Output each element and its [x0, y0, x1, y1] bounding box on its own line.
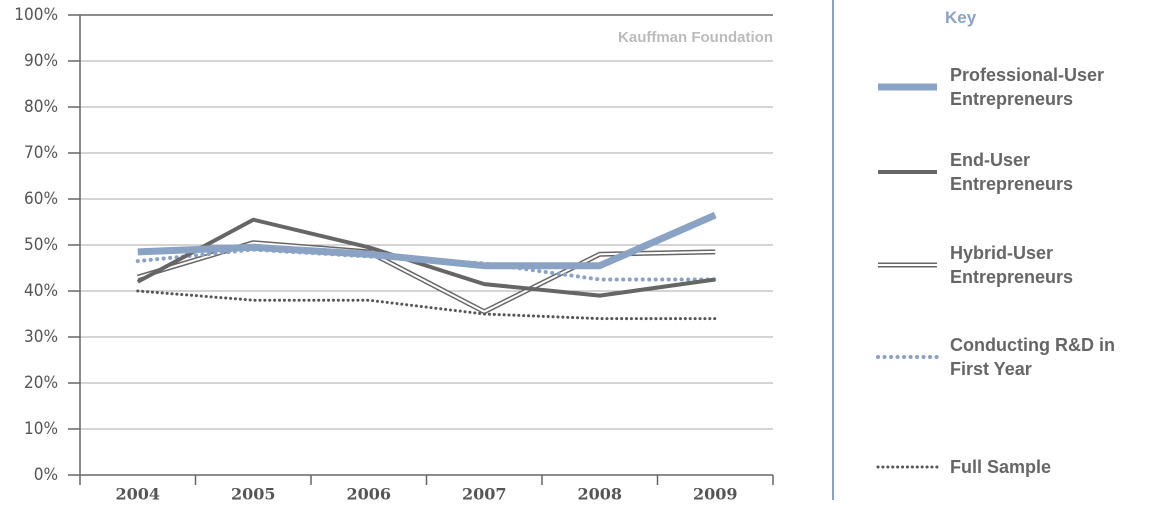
y-tick-label: 70% [24, 143, 58, 163]
legend-label: Professional-User Entrepreneurs [950, 65, 1105, 109]
legend-item: End-User Entrepreneurs [870, 135, 1165, 209]
y-tick-label: 40% [24, 281, 58, 301]
series-line [136, 217, 716, 298]
legend-label: Conducting R&D in First Year [950, 335, 1115, 379]
y-tick-label: 10% [24, 419, 58, 439]
legend-swatch [878, 170, 937, 174]
legend-item: Hybrid-User Entrepreneurs [870, 228, 1165, 302]
y-tick-label: 60% [24, 189, 58, 209]
x-tick-label: 2006 [346, 485, 391, 504]
annotation: Kauffman Foundation [618, 29, 773, 46]
legend-swatch [876, 465, 939, 469]
y-tick-label: 0% [34, 465, 58, 485]
legend-swatch [878, 83, 937, 91]
series-line [137, 211, 717, 270]
series-line [136, 289, 717, 321]
legend-item: Professional-User Entrepreneurs [870, 50, 1165, 124]
y-tick-label: 80% [24, 97, 58, 117]
legend-item: Full Sample [870, 430, 1165, 504]
y-tick-label: 30% [24, 327, 58, 347]
y-tick-label: 20% [24, 373, 58, 393]
legend-item: Conducting R&D in First Year [870, 320, 1165, 394]
y-tick-label: 50% [24, 235, 58, 255]
x-tick-label: 2004 [115, 485, 160, 504]
legend-swatch [878, 262, 937, 268]
y-tick-label: 100% [14, 5, 58, 25]
x-tick-label: 2005 [231, 485, 276, 504]
x-tick-label: 2008 [577, 485, 622, 504]
legend-title: Key [945, 8, 977, 27]
x-tick-label: 2007 [462, 485, 507, 504]
legend-swatch [876, 355, 939, 359]
legend-label: Full Sample [950, 457, 1052, 477]
x-tick-label: 2009 [693, 485, 738, 504]
legend-label: End-User Entrepreneurs [950, 150, 1074, 194]
y-tick-label: 90% [24, 51, 58, 71]
legend-label: Hybrid-User Entrepreneurs [950, 243, 1074, 287]
